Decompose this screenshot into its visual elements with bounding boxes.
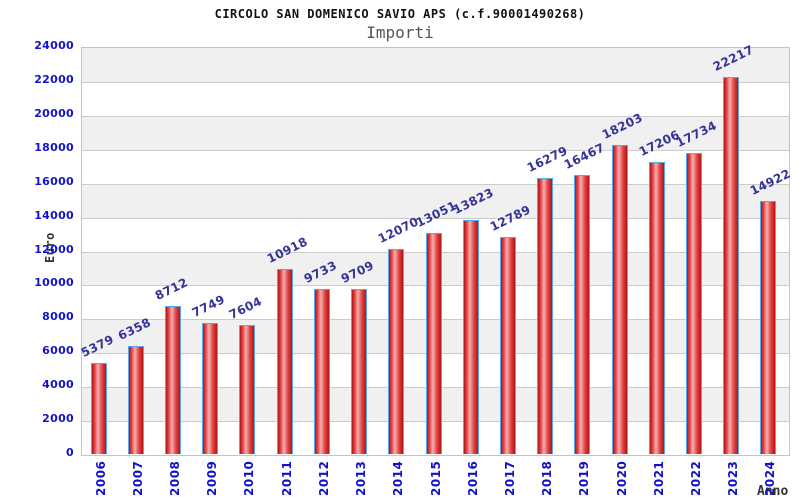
y-tick-label: 4000 [42,378,74,392]
bar-2019 [574,174,591,454]
x-tick-label: 2021 [651,460,666,496]
y-tick-label: 2000 [42,412,74,426]
bar-2006 [90,362,107,454]
bar-2011 [276,268,293,454]
x-tick-label: 2006 [93,460,108,496]
chart-subtitle: Importi [366,23,434,42]
gridline [82,149,789,151]
y-tick-label: 10000 [34,276,74,290]
y-tick-label: 8000 [42,310,74,324]
gridline [82,81,789,83]
bar-2023 [723,77,740,454]
x-tick-label: 2023 [726,460,741,496]
bar-2020 [611,145,628,454]
x-tick-label: 2016 [465,460,480,496]
x-tick-label: 2017 [502,460,517,496]
x-tick-label: 2010 [242,460,257,496]
plot-band [82,115,789,150]
x-tick-label: 2012 [316,460,331,496]
x-tick-label: 2015 [428,460,443,496]
x-tick-label: 2018 [540,460,555,496]
y-tick-label: 12000 [34,242,74,256]
plot-band [82,183,789,218]
x-tick-label: 2020 [614,460,629,496]
gridline [82,183,789,185]
bar-2010 [239,325,256,454]
bar-2018 [537,177,554,454]
bar-2007 [127,346,144,454]
bar-2021 [648,162,665,454]
y-tick-label: 0 [66,446,74,459]
plot-band [82,48,789,82]
bar-2013 [351,289,368,454]
bar-2008 [165,306,182,454]
y-tick-label: 20000 [34,106,74,120]
bar-2017 [499,237,516,454]
x-axis-title: Anno [757,484,789,499]
y-tick-label: 22000 [34,72,74,86]
gridline [82,115,789,117]
x-tick-label: 2022 [688,460,703,496]
bar-2016 [462,219,479,454]
bar-2024 [760,200,777,454]
x-tick-label: 2024 [763,460,778,496]
bar-2009 [202,322,219,454]
x-tick-label: 2011 [279,460,294,496]
chart-title: CIRCOLO SAN DOMENICO SAVIO APS (c.f.9000… [214,7,586,21]
bar-2022 [685,153,702,454]
bar-2012 [313,288,330,454]
y-tick-label: 24000 [34,39,74,52]
gridline [82,217,789,219]
bar-2014 [388,249,405,454]
y-tick-label: 6000 [42,344,74,358]
x-tick-label: 2013 [354,460,369,496]
x-tick-label: 2009 [205,460,220,496]
y-tick-label: 16000 [34,174,74,188]
y-tick-label: 18000 [34,140,74,154]
x-tick-label: 2008 [168,460,183,496]
bar-2015 [425,232,442,454]
x-tick-label: 2014 [391,460,406,496]
y-tick-label: 14000 [34,208,74,222]
x-tick-label: 2019 [577,460,592,496]
x-tick-label: 2007 [130,460,145,496]
